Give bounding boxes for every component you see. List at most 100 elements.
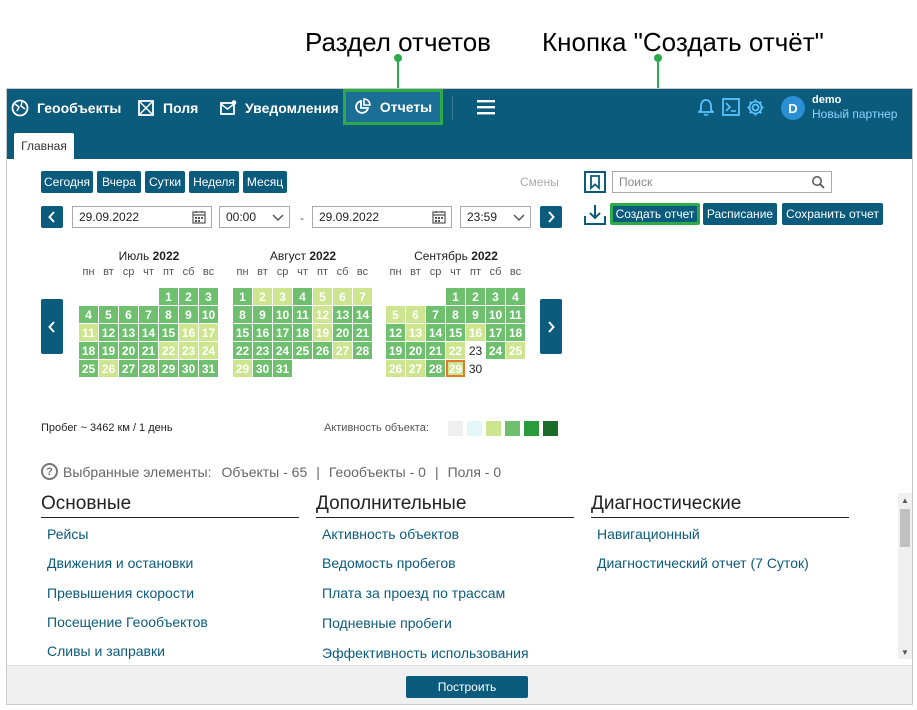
calendar-day[interactable]: 24: [486, 342, 505, 359]
calendar-day[interactable]: 9: [179, 306, 198, 323]
period-day-button[interactable]: Сутки: [145, 171, 185, 193]
scroll-thumb[interactable]: [900, 509, 910, 547]
help-icon[interactable]: ?: [41, 463, 58, 480]
calendar-day[interactable]: 14: [426, 324, 445, 341]
calendar-day[interactable]: 24: [273, 342, 292, 359]
report-link[interactable]: Посещение Геообъектов: [47, 614, 208, 630]
shifts-label[interactable]: Смены: [520, 175, 559, 189]
calendar-day[interactable]: 3: [273, 288, 292, 305]
calendar-day[interactable]: 10: [273, 306, 292, 323]
selected-fields[interactable]: Поля - 0: [447, 463, 502, 480]
calendar-day[interactable]: 11: [293, 306, 312, 323]
calendar-day[interactable]: 2: [253, 288, 272, 305]
report-link[interactable]: Активность объектов: [322, 526, 460, 542]
calendar-day[interactable]: 20: [406, 342, 425, 359]
calendar-day[interactable]: 1: [233, 288, 252, 305]
calendar-day[interactable]: 7: [426, 306, 445, 323]
calendar-day[interactable]: 15: [159, 324, 178, 341]
calendar-day[interactable]: 10: [199, 306, 218, 323]
calendar-day[interactable]: 12: [99, 324, 118, 341]
build-report-button[interactable]: Построить: [406, 676, 528, 698]
calendar-day[interactable]: 1: [446, 288, 465, 305]
calendar-day[interactable]: 10: [486, 306, 505, 323]
terminal-icon[interactable]: [722, 98, 740, 121]
report-link[interactable]: Диагностический отчет (7 Суток): [597, 555, 809, 571]
calendar-day[interactable]: 28: [426, 360, 445, 377]
calendar-day[interactable]: 11: [506, 306, 525, 323]
hamburger-menu-icon[interactable]: [477, 99, 495, 120]
calendar-day[interactable]: 1: [159, 288, 178, 305]
gear-icon[interactable]: [746, 98, 765, 122]
calendar-day[interactable]: 14: [139, 324, 158, 341]
report-link[interactable]: Движения и остановки: [47, 555, 194, 571]
selected-geoobjects[interactable]: Геообъекты - 0: [328, 463, 426, 480]
date-next-button[interactable]: [540, 206, 562, 228]
calendar-day[interactable]: 19: [386, 342, 405, 359]
tab-main[interactable]: Главная: [14, 133, 74, 159]
create-report-button[interactable]: Создать отчет: [610, 203, 700, 225]
scroll-down-arrow-icon[interactable]: ▼: [901, 647, 909, 657]
calendar-day[interactable]: 24: [199, 342, 218, 359]
calendar-day[interactable]: 31: [199, 360, 218, 377]
calendar-day[interactable]: 23: [468, 343, 483, 358]
calendar-day[interactable]: 14: [353, 306, 372, 323]
date-from-field[interactable]: 29.09.2022: [72, 206, 212, 228]
calendar-day[interactable]: 8: [446, 306, 465, 323]
bell-icon[interactable]: [696, 98, 716, 122]
calendar-day[interactable]: 15: [233, 324, 252, 341]
calendar-prev-button[interactable]: [41, 299, 63, 354]
report-link[interactable]: Навигационный: [597, 526, 700, 542]
reports-scrollbar[interactable]: ▲ ▼: [898, 493, 912, 659]
calendar-day[interactable]: 20: [119, 342, 138, 359]
calendar-day[interactable]: 20: [333, 324, 352, 341]
report-link[interactable]: Ведомость пробегов: [322, 555, 456, 571]
time-from-select[interactable]: 00:00: [219, 206, 290, 228]
calendar-day[interactable]: 6: [333, 288, 352, 305]
calendar-day[interactable]: 18: [79, 342, 98, 359]
schedule-button[interactable]: Расписание: [703, 203, 777, 225]
report-link[interactable]: Превышения скорости: [47, 585, 195, 601]
calendar-day[interactable]: 27: [333, 342, 352, 359]
calendar-next-button[interactable]: [540, 299, 562, 354]
calendar-day[interactable]: 11: [79, 324, 98, 341]
calendar-day[interactable]: 2: [179, 288, 198, 305]
calendar-day[interactable]: 22: [233, 342, 252, 359]
calendar-day-selected[interactable]: 29: [446, 360, 465, 377]
period-today-button[interactable]: Сегодня: [41, 171, 93, 193]
calendar-day[interactable]: 28: [353, 342, 372, 359]
calendar-day[interactable]: 4: [293, 288, 312, 305]
calendar-day[interactable]: 17: [199, 324, 218, 341]
nav-item-fields[interactable]: Поля: [137, 89, 198, 127]
calendar-day[interactable]: 3: [486, 288, 505, 305]
calendar-day[interactable]: 5: [386, 306, 405, 323]
calendar-day[interactable]: 25: [506, 342, 525, 359]
avatar[interactable]: D: [781, 96, 805, 120]
calendar-day[interactable]: 21: [353, 324, 372, 341]
bookmark-icon[interactable]: [584, 171, 606, 193]
calendar-day[interactable]: 30: [179, 360, 198, 377]
calendar-day[interactable]: 12: [386, 324, 405, 341]
calendar-day[interactable]: 25: [293, 342, 312, 359]
time-to-select[interactable]: 23:59: [460, 206, 531, 228]
download-icon[interactable]: [584, 203, 606, 225]
date-prev-button[interactable]: [41, 206, 63, 228]
calendar-day[interactable]: 5: [313, 288, 332, 305]
calendar-day[interactable]: 12: [313, 306, 332, 323]
calendar-day[interactable]: 27: [406, 360, 425, 377]
calendar-day[interactable]: 26: [313, 342, 332, 359]
calendar-day[interactable]: 27: [119, 360, 138, 377]
calendar-day[interactable]: 19: [99, 342, 118, 359]
calendar-day[interactable]: 13: [119, 324, 138, 341]
calendar-day[interactable]: 7: [353, 288, 372, 305]
calendar-day[interactable]: 29: [233, 360, 252, 377]
calendar-day[interactable]: 6: [406, 306, 425, 323]
calendar-day[interactable]: 29: [159, 360, 178, 377]
calendar-day[interactable]: 8: [233, 306, 252, 323]
report-link[interactable]: Подневные пробеги: [322, 615, 452, 631]
calendar-day[interactable]: 22: [446, 342, 465, 359]
calendar-day[interactable]: 5: [99, 306, 118, 323]
calendar-day[interactable]: 7: [139, 306, 158, 323]
report-link[interactable]: Сливы и заправки: [47, 643, 165, 659]
report-link[interactable]: Плата за проезд по трассам: [322, 585, 506, 601]
calendar-day[interactable]: 3: [199, 288, 218, 305]
